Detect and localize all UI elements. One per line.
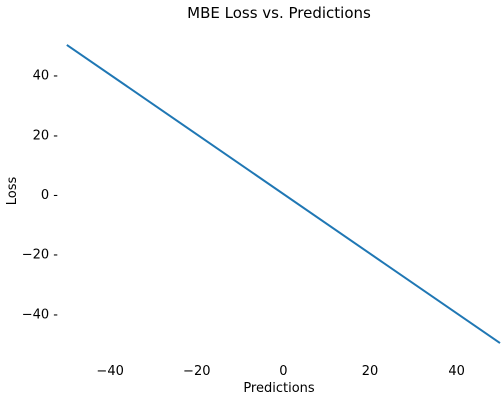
y-tick-label: 40 - [33, 69, 59, 84]
x-axis: −40 −20 0 20 40 [96, 364, 465, 379]
x-axis-label: Predictions [243, 381, 315, 396]
y-tick-label: −40 - [22, 307, 59, 322]
x-tick-label: 20 [362, 364, 379, 379]
y-axis-label: Loss [5, 177, 20, 206]
y-tick-label: 20 - [33, 128, 59, 143]
chart-title: MBE Loss vs. Predictions [187, 4, 371, 22]
y-tick-label: −20 - [22, 248, 59, 263]
x-tick-label: 40 [448, 364, 465, 379]
series-line-0 [66, 44, 501, 344]
x-tick-label: −40 [96, 364, 123, 379]
y-tick-label: 0 - [41, 188, 58, 203]
x-tick-label: −20 [183, 364, 210, 379]
y-axis: −40 - −20 - 0 - 20 - 40 - [22, 69, 59, 323]
x-tick-label: 0 [279, 364, 287, 379]
plot-area [66, 44, 501, 344]
